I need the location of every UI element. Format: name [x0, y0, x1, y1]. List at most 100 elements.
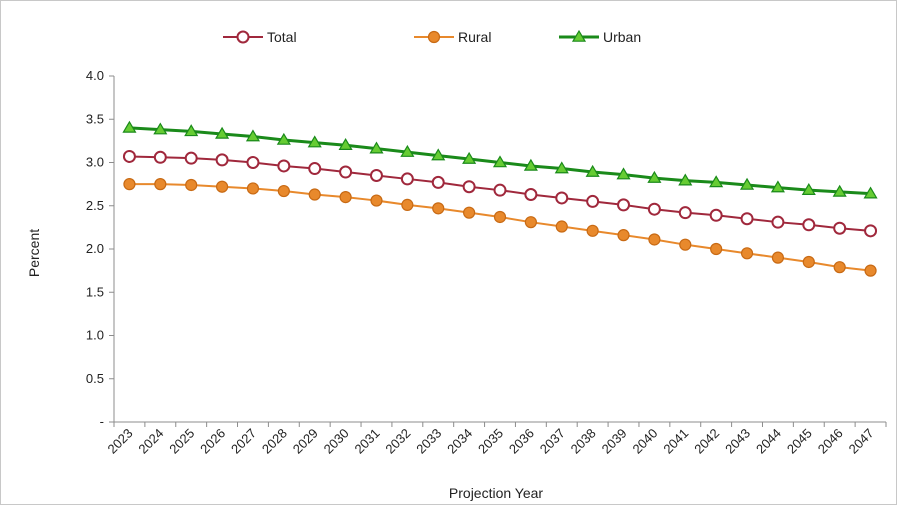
data-point-total: [308, 162, 322, 176]
data-point-total: [524, 188, 538, 202]
data-point-total: [678, 206, 692, 220]
y-axis-title: Percent: [26, 229, 42, 277]
x-tick-label: 2035: [475, 426, 506, 457]
data-point-rural: [463, 206, 476, 219]
x-tick-label: 2025: [166, 426, 197, 457]
data-point-urban: [523, 158, 538, 171]
legend: Total Rural Urban: [223, 29, 641, 45]
data-point-urban: [307, 135, 322, 148]
data-point-total: [431, 175, 445, 189]
data-point-urban: [585, 164, 600, 177]
data-point-total: [339, 165, 353, 179]
y-tick-label: 3.0: [86, 155, 104, 170]
data-point-total: [740, 212, 754, 226]
y-tick-label: 0.5: [86, 371, 104, 386]
series-line-rural: [129, 183, 871, 272]
series-rural: [123, 178, 877, 277]
legend-item-urban: Urban: [559, 29, 641, 45]
data-point-urban: [739, 177, 755, 190]
data-point-urban: [554, 161, 569, 174]
data-point-rural: [833, 261, 846, 274]
x-tick-label: 2024: [135, 426, 166, 457]
data-point-rural: [308, 188, 321, 201]
data-point-rural: [427, 30, 441, 44]
y-tick-label: -: [100, 414, 104, 429]
data-point-rural: [185, 178, 198, 192]
data-point-urban: [245, 129, 261, 142]
data-point-total: [462, 180, 476, 194]
data-point-urban: [492, 155, 508, 168]
data-point-urban: [153, 122, 168, 135]
x-tick-label: 2039: [599, 426, 630, 457]
data-point-rural: [679, 238, 692, 251]
data-point-rural: [277, 184, 290, 198]
data-point-urban: [462, 151, 477, 164]
x-tick-label: 2044: [753, 426, 784, 457]
data-point-rural: [802, 255, 815, 269]
data-point-urban: [571, 29, 587, 42]
data-point-rural: [370, 194, 383, 207]
x-tick-label: 2030: [321, 426, 352, 457]
x-tick-label: 2032: [382, 426, 413, 457]
x-tick-label: 2031: [352, 426, 383, 457]
axes: [113, 76, 886, 423]
data-point-total: [400, 172, 414, 186]
data-point-rural: [246, 182, 260, 195]
data-point-urban: [122, 120, 137, 133]
data-point-total: [369, 168, 383, 182]
data-point-urban: [647, 170, 662, 183]
data-point-total: [709, 208, 723, 222]
data-point-rural: [432, 202, 445, 215]
data-point-rural: [339, 191, 352, 204]
x-tick-label: 2045: [784, 426, 815, 457]
data-point-total: [647, 202, 661, 216]
x-tick-label: 2028: [259, 426, 290, 457]
data-point-total: [493, 183, 507, 197]
x-tick-label: 2038: [568, 426, 599, 457]
x-tick-label: 2037: [537, 426, 568, 457]
series-layer: [122, 120, 878, 277]
data-point-urban: [184, 124, 199, 137]
data-point-total: [122, 149, 136, 163]
x-tick-label: 2042: [691, 426, 722, 457]
y-tick-labels: - 0.5 1.0 1.5 2.0 2.5 3.0 3.5 4.0: [86, 68, 114, 429]
data-point-rural: [401, 198, 414, 211]
series-total: [122, 149, 878, 238]
data-point-rural: [617, 229, 630, 242]
data-point-total: [833, 221, 847, 235]
data-point-urban: [338, 138, 353, 150]
data-point-rural: [524, 216, 537, 229]
x-tick-labels: 2023 2024 2025 2026 2027 2028 2029 2030 2031 2032…: [105, 422, 887, 457]
data-point-total: [153, 150, 167, 164]
x-tick-label: 2040: [629, 426, 660, 457]
x-tick-label: 2046: [815, 426, 846, 457]
x-tick-label: 2027: [228, 426, 259, 457]
x-tick-label: 2041: [660, 426, 691, 457]
data-point-rural: [648, 233, 661, 246]
data-point-urban: [616, 167, 631, 180]
y-tick-label: 1.5: [86, 284, 104, 299]
y-tick-label: 2.5: [86, 198, 104, 213]
data-point-total: [215, 153, 229, 167]
x-tick-label: 2023: [105, 426, 136, 457]
data-point-urban: [400, 144, 415, 157]
data-point-rural: [555, 220, 568, 233]
data-point-total: [246, 156, 260, 169]
series-urban: [122, 120, 878, 199]
x-tick-label: 2026: [197, 426, 228, 457]
x-tick-label: 2034: [444, 426, 475, 457]
x-tick-label: 2036: [506, 426, 537, 457]
data-point-total: [555, 191, 569, 205]
legend-label: Urban: [603, 29, 641, 45]
data-point-urban: [215, 126, 230, 139]
y-tick-label: 3.5: [86, 111, 104, 126]
data-point-total: [771, 215, 785, 229]
data-point-urban: [863, 186, 878, 199]
data-point-total: [802, 218, 816, 232]
y-tick-label: 4.0: [86, 68, 104, 83]
y-tick-label: 1.0: [86, 328, 104, 343]
data-point-total: [864, 224, 878, 238]
data-point-rural: [740, 247, 754, 260]
